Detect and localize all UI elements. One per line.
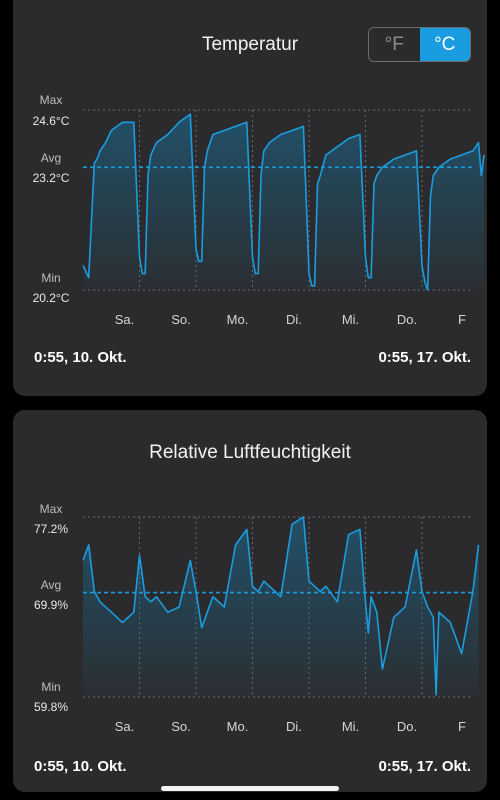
- hum-x-label: So.: [171, 719, 191, 734]
- temp-avg-label: Avg: [40, 151, 62, 165]
- temperature-card: Temperatur °F °C Max 24.6°C Avg 23.2°C M…: [13, 0, 487, 396]
- hum-range-end: 0:55, 17. Okt.: [378, 758, 471, 775]
- hum-x-label: Do.: [396, 719, 418, 734]
- temp-x-label: Mo.: [226, 312, 249, 327]
- temperature-title: Temperatur: [201, 34, 299, 55]
- celsius-button[interactable]: °C: [419, 28, 470, 61]
- temp-x-label: Sa.: [114, 312, 135, 327]
- hum-max-value: 77.2%: [33, 522, 69, 536]
- temp-range-start: 0:55, 10. Okt.: [34, 349, 127, 366]
- fahrenheit-button[interactable]: °F: [369, 28, 420, 61]
- hum-x-label: Sa.: [114, 719, 135, 734]
- temp-max-label: Max: [39, 93, 63, 107]
- unit-toggle[interactable]: °F °C: [368, 27, 471, 62]
- hum-x-label: Mi.: [341, 719, 360, 734]
- humidity-title: Relative Luftfeuchtigkeit: [149, 442, 351, 463]
- temp-range-end: 0:55, 17. Okt.: [378, 349, 471, 366]
- hum-min-value: 59.8%: [33, 700, 69, 714]
- temp-area: [83, 114, 485, 290]
- temp-x-label: Mi.: [341, 312, 360, 327]
- temp-min-label: Min: [41, 271, 61, 285]
- temp-x-label: F: [458, 312, 466, 327]
- hum-range-start: 0:55, 10. Okt.: [34, 758, 127, 775]
- temp-series-line: [82, 113, 485, 291]
- humidity-card: Relative Luftfeuchtigkeit Max 77.2% Avg …: [13, 410, 487, 792]
- hum-area: [83, 517, 479, 697]
- temp-max-value: 24.6°C: [32, 114, 70, 128]
- temp-avg-value: 23.2°C: [32, 171, 70, 185]
- hum-min-label: Min: [41, 680, 61, 694]
- hum-x-label: F: [458, 719, 466, 734]
- hum-series-line: [82, 516, 480, 696]
- temperature-chart: [82, 109, 485, 291]
- home-indicator[interactable]: [161, 786, 339, 791]
- temp-x-label: So.: [171, 312, 191, 327]
- hum-avg-label: Avg: [40, 578, 62, 592]
- temp-x-label: Di.: [286, 312, 302, 327]
- hum-x-label: Di.: [286, 719, 302, 734]
- hum-x-label: Mo.: [226, 719, 249, 734]
- hum-avg-value: 69.9%: [33, 598, 69, 612]
- hum-max-label: Max: [39, 502, 63, 516]
- humidity-chart: [82, 516, 480, 698]
- temp-x-label: Do.: [396, 312, 418, 327]
- temp-min-value: 20.2°C: [32, 291, 70, 305]
